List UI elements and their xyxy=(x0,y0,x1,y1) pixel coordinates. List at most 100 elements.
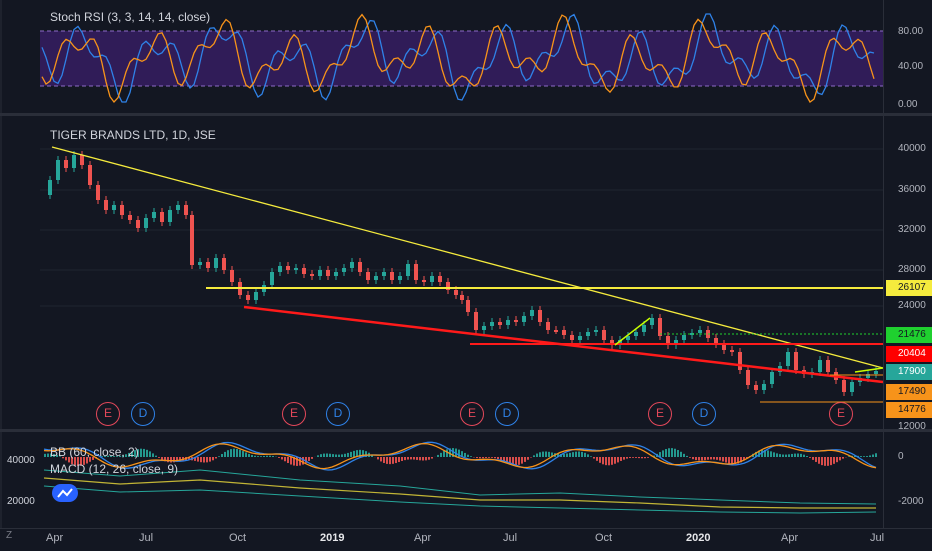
macd-histogram-bar xyxy=(380,457,382,461)
macd-histogram-bar xyxy=(311,457,313,459)
earnings-event-marker[interactable]: E xyxy=(460,402,484,426)
price-tag-21476: 21476 xyxy=(886,327,932,343)
macd-histogram-bar xyxy=(866,456,868,457)
macd-histogram-bar xyxy=(602,457,604,464)
candle-body xyxy=(770,372,774,384)
macd-histogram-bar xyxy=(797,453,799,457)
time-label-jul: Jul xyxy=(503,532,517,544)
macd-histogram-bar xyxy=(686,456,688,457)
candle-body xyxy=(414,264,418,280)
dividend-event-marker[interactable]: D xyxy=(495,402,519,426)
macd-histogram-bar xyxy=(488,457,490,458)
earnings-event-marker[interactable]: E xyxy=(96,402,120,426)
dividend-event-marker[interactable]: D xyxy=(131,402,155,426)
candle-body xyxy=(294,268,298,270)
macd-histogram-bar xyxy=(791,454,793,457)
candle-body xyxy=(554,330,558,332)
candle-body xyxy=(578,336,582,340)
macd-histogram-bar xyxy=(623,457,625,460)
macd-histogram-bar xyxy=(830,457,832,465)
price-axis-12000: 12000 xyxy=(898,421,926,432)
candle-body xyxy=(184,205,188,215)
candle-body xyxy=(738,352,742,370)
macd-histogram-bar xyxy=(479,457,481,458)
macd-histogram-bar xyxy=(605,457,607,465)
time-label-apr: Apr xyxy=(414,532,431,544)
candle-body xyxy=(466,300,470,312)
candle-body xyxy=(198,262,202,265)
macd-histogram-bar xyxy=(161,457,163,460)
left-marker-z[interactable]: Z xyxy=(6,530,12,541)
price-axis-40000: 40000 xyxy=(898,143,926,154)
candle-body xyxy=(698,330,702,333)
macd-histogram-bar xyxy=(863,456,865,457)
macd-histogram-bar xyxy=(209,457,211,462)
candle-body xyxy=(112,205,116,210)
symbol-legend[interactable]: TIGER BRANDS LTD, 1D, JSE xyxy=(50,128,216,142)
macd-histogram-bar xyxy=(257,456,259,457)
macd-histogram-bar xyxy=(419,457,421,460)
stoch-rsi-legend[interactable]: Stoch RSI (3, 3, 14, 14, close) xyxy=(50,10,210,24)
macd-histogram-bar xyxy=(614,457,616,464)
candle-body xyxy=(642,325,646,332)
macd-histogram-bar xyxy=(407,457,409,460)
macd-histogram-bar xyxy=(428,457,430,460)
candle-body xyxy=(850,382,854,392)
macd-histogram-bar xyxy=(581,452,583,457)
candle-body xyxy=(546,322,550,330)
macd-histogram-bar xyxy=(773,452,775,457)
stoch-axis-0: 0.00 xyxy=(898,99,917,110)
candle-body xyxy=(506,320,510,325)
time-label-2020: 2020 xyxy=(686,532,710,544)
time-label-apr: Apr xyxy=(781,532,798,544)
candle-body xyxy=(498,322,502,325)
macd-histogram-bar xyxy=(470,456,472,457)
dividend-event-marker[interactable]: D xyxy=(326,402,350,426)
tradingview-logo[interactable] xyxy=(52,484,78,502)
candle-body xyxy=(144,218,148,228)
macd-histogram-bar xyxy=(818,457,820,464)
candle-body xyxy=(430,276,434,282)
candle-body xyxy=(762,384,766,390)
macd-histogram-bar xyxy=(284,457,286,461)
macd-histogram-bar xyxy=(158,457,160,458)
dividend-event-marker[interactable]: D xyxy=(692,402,716,426)
bb-lower-band xyxy=(44,486,876,513)
macd-histogram-bar xyxy=(338,455,340,457)
candle-body xyxy=(454,290,458,295)
earnings-event-marker[interactable]: E xyxy=(829,402,853,426)
pane-separator-top[interactable] xyxy=(0,113,932,116)
earnings-event-marker[interactable]: E xyxy=(282,402,306,426)
macd-axis-minus-2000: -2000 xyxy=(898,496,924,507)
macd-histogram-bar xyxy=(227,450,229,457)
macd-histogram-bar xyxy=(680,452,682,457)
macd-histogram-bar xyxy=(668,448,670,457)
macd-histogram-bar xyxy=(722,457,724,461)
macd-histogram-bar xyxy=(809,457,811,458)
candle-body xyxy=(64,160,68,168)
bb-legend[interactable]: BB (60, close, 2) xyxy=(50,445,139,459)
macd-histogram-bar xyxy=(215,457,217,458)
macd-legend[interactable]: MACD (12, 26, close, 9) xyxy=(50,462,178,476)
macd-histogram-bar xyxy=(386,457,388,464)
volume-axis-20000: 20000 xyxy=(7,496,35,507)
macd-histogram-bar xyxy=(485,457,487,458)
candle-body xyxy=(270,272,274,285)
earnings-event-marker[interactable]: E xyxy=(648,402,672,426)
macd-histogram-bar xyxy=(596,457,598,461)
macd-histogram-bar xyxy=(476,457,478,458)
candle-body xyxy=(422,280,426,282)
candle-body xyxy=(562,330,566,335)
time-label-oct: Oct xyxy=(595,532,612,544)
macd-histogram-bar xyxy=(710,457,712,459)
macd-histogram-bar xyxy=(782,455,784,457)
macd-histogram-bar xyxy=(332,454,334,457)
pane-separator-bottom[interactable] xyxy=(0,429,932,432)
macd-histogram-bar xyxy=(320,454,322,457)
macd-histogram-bar xyxy=(872,455,874,457)
macd-histogram-bar xyxy=(632,457,634,458)
macd-histogram-bar xyxy=(812,457,814,460)
macd-histogram-bar xyxy=(494,457,496,458)
macd-histogram-bar xyxy=(542,452,544,457)
macd-histogram-bar xyxy=(230,449,232,457)
